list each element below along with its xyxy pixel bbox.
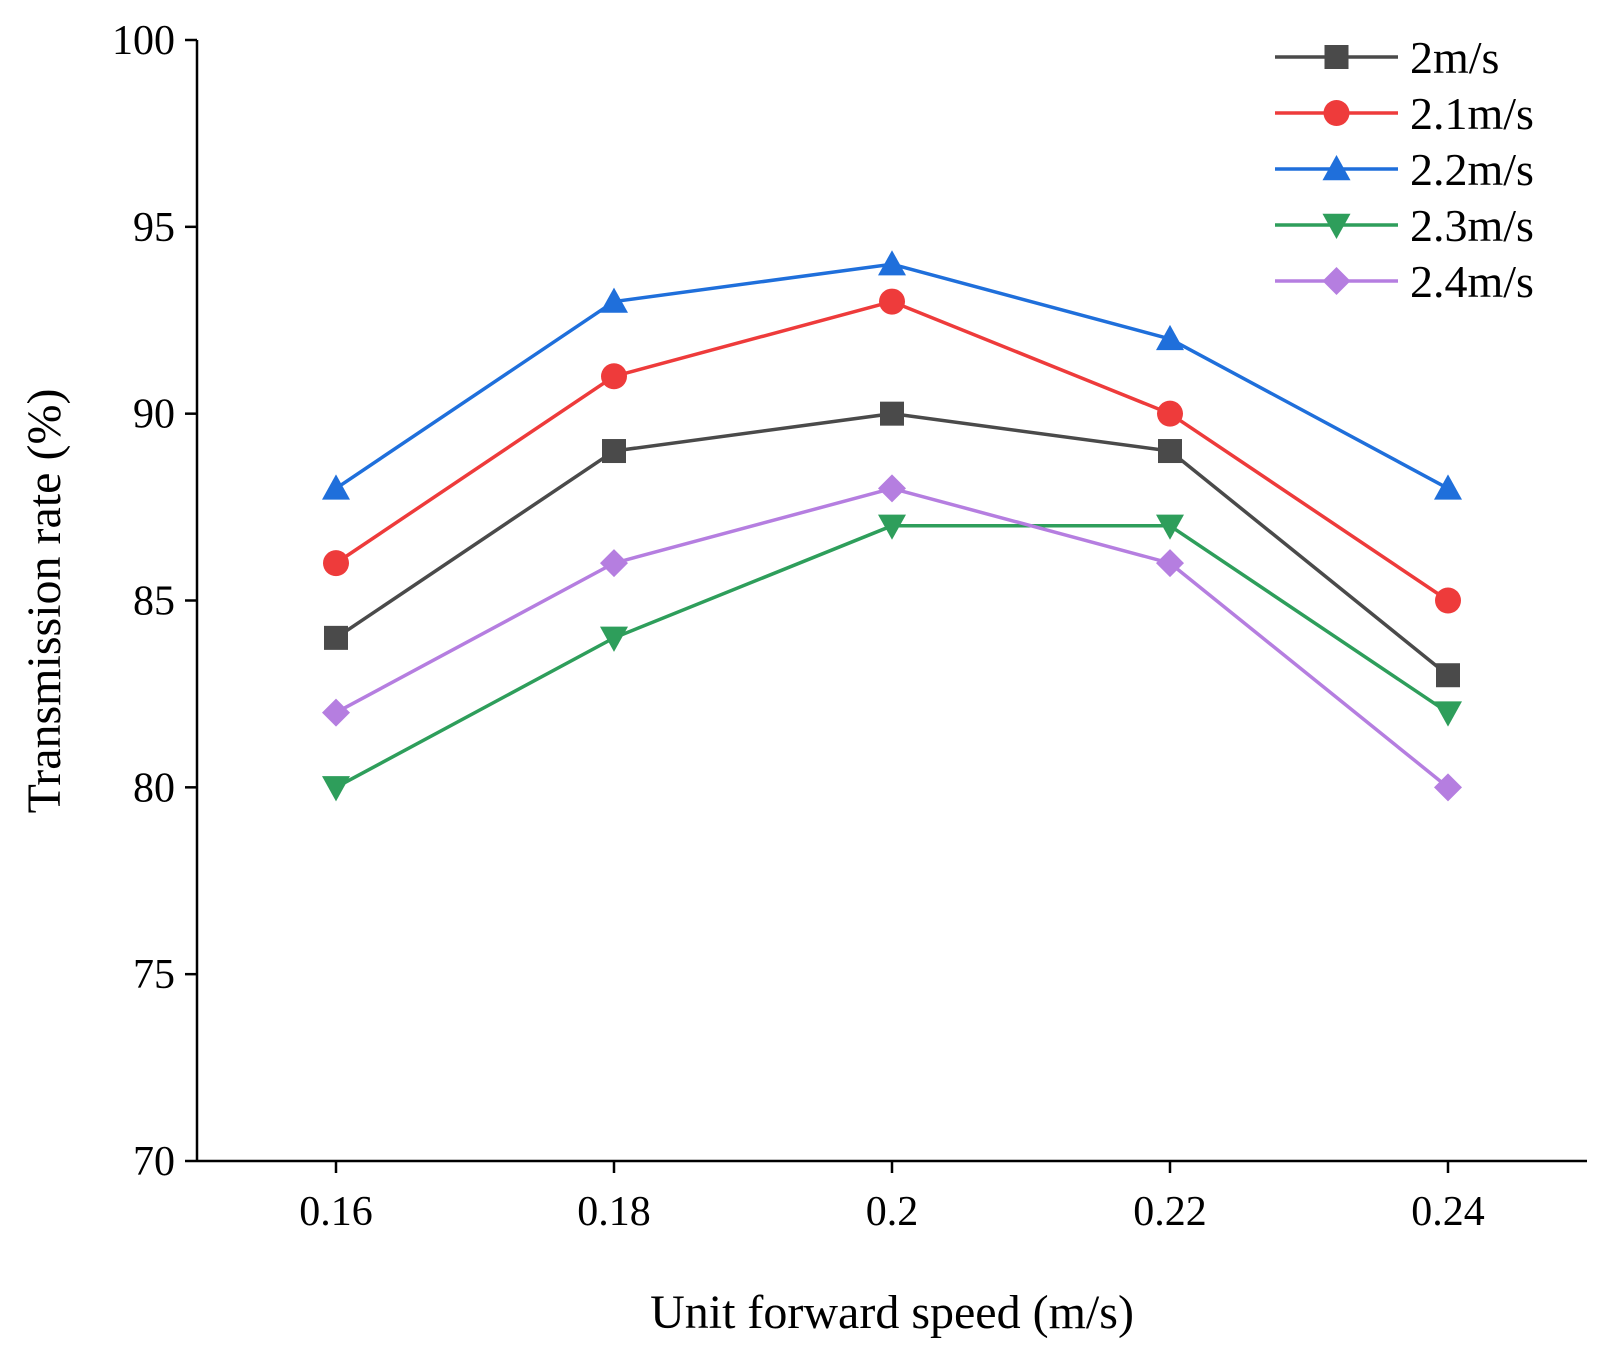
legend-item: 2m/s bbox=[1275, 32, 1499, 83]
legend-item: 2.4m/s bbox=[1275, 256, 1534, 307]
y-tick-label: 95 bbox=[133, 205, 175, 251]
data-point bbox=[878, 250, 906, 276]
legend-label: 2.3m/s bbox=[1410, 200, 1534, 251]
axes bbox=[195, 40, 1587, 1163]
legend-marker bbox=[1322, 213, 1351, 239]
legend-marker bbox=[1323, 100, 1350, 126]
data-point bbox=[1156, 514, 1184, 540]
y-tick-label: 100 bbox=[112, 18, 175, 64]
legend-marker bbox=[1324, 45, 1349, 69]
y-tick-label: 90 bbox=[133, 392, 175, 438]
data-point bbox=[878, 474, 906, 503]
data-point bbox=[1157, 400, 1183, 427]
x-tick-label: 0.18 bbox=[577, 1189, 651, 1235]
data-point bbox=[602, 439, 626, 464]
x-tick-label: 0.16 bbox=[299, 1189, 373, 1235]
x-tick-label: 0.22 bbox=[1133, 1189, 1207, 1235]
series-line bbox=[335, 524, 1449, 789]
y-tick-label: 80 bbox=[133, 765, 175, 811]
y-tick-label: 70 bbox=[133, 1139, 175, 1185]
data-point bbox=[1434, 701, 1462, 727]
data-point bbox=[600, 549, 628, 578]
data-point bbox=[600, 626, 628, 652]
x-tick-label: 0.2 bbox=[866, 1189, 919, 1235]
legend-item: 2.2m/s bbox=[1275, 144, 1534, 195]
legend-label: 2.1m/s bbox=[1410, 88, 1534, 139]
data-point bbox=[322, 474, 350, 500]
series-2-3m-s bbox=[322, 514, 1462, 802]
data-point bbox=[1434, 773, 1462, 802]
legend-label: 2.4m/s bbox=[1410, 256, 1534, 307]
data-point bbox=[1156, 324, 1184, 351]
data-point bbox=[1158, 439, 1182, 464]
data-point bbox=[600, 287, 628, 313]
data-point bbox=[1434, 474, 1462, 500]
y-axis-title: Transmission rate (%) bbox=[18, 389, 71, 814]
data-point bbox=[322, 776, 350, 802]
y-tick-label: 85 bbox=[133, 579, 175, 625]
x-ticks: 0.16 0.18 0.2 0.22 0.24 bbox=[299, 1161, 1485, 1235]
data-point bbox=[880, 401, 904, 426]
data-point bbox=[879, 288, 905, 315]
series-2-2m-s bbox=[322, 250, 1462, 500]
series-2-1m-s bbox=[323, 288, 1461, 614]
legend-item: 2.1m/s bbox=[1275, 88, 1534, 139]
data-point bbox=[322, 698, 350, 727]
legend-marker bbox=[1322, 155, 1351, 181]
data-point bbox=[1436, 663, 1460, 688]
data-point bbox=[1435, 587, 1461, 614]
data-point bbox=[601, 363, 627, 390]
y-ticks: 70 75 80 85 90 95 100 bbox=[112, 18, 197, 1185]
series-2-4m-s bbox=[322, 474, 1462, 802]
data-point bbox=[324, 625, 348, 650]
legend-marker bbox=[1322, 267, 1351, 295]
legend-label: 2.2m/s bbox=[1410, 144, 1534, 195]
x-axis-title: Unit forward speed (m/s) bbox=[650, 1286, 1134, 1339]
x-tick-label: 0.24 bbox=[1411, 1189, 1485, 1235]
data-point bbox=[1156, 549, 1184, 578]
y-tick-label: 75 bbox=[133, 952, 175, 998]
legend: 2m/s2.1m/s2.2m/s2.3m/s2.4m/s bbox=[1275, 32, 1534, 307]
data-point bbox=[878, 514, 906, 540]
legend-label: 2m/s bbox=[1410, 32, 1499, 83]
legend-item: 2.3m/s bbox=[1275, 200, 1534, 251]
series-layer bbox=[322, 250, 1462, 802]
data-point bbox=[323, 550, 349, 577]
series-2m-s bbox=[324, 401, 1460, 688]
series-line bbox=[335, 299, 1449, 602]
